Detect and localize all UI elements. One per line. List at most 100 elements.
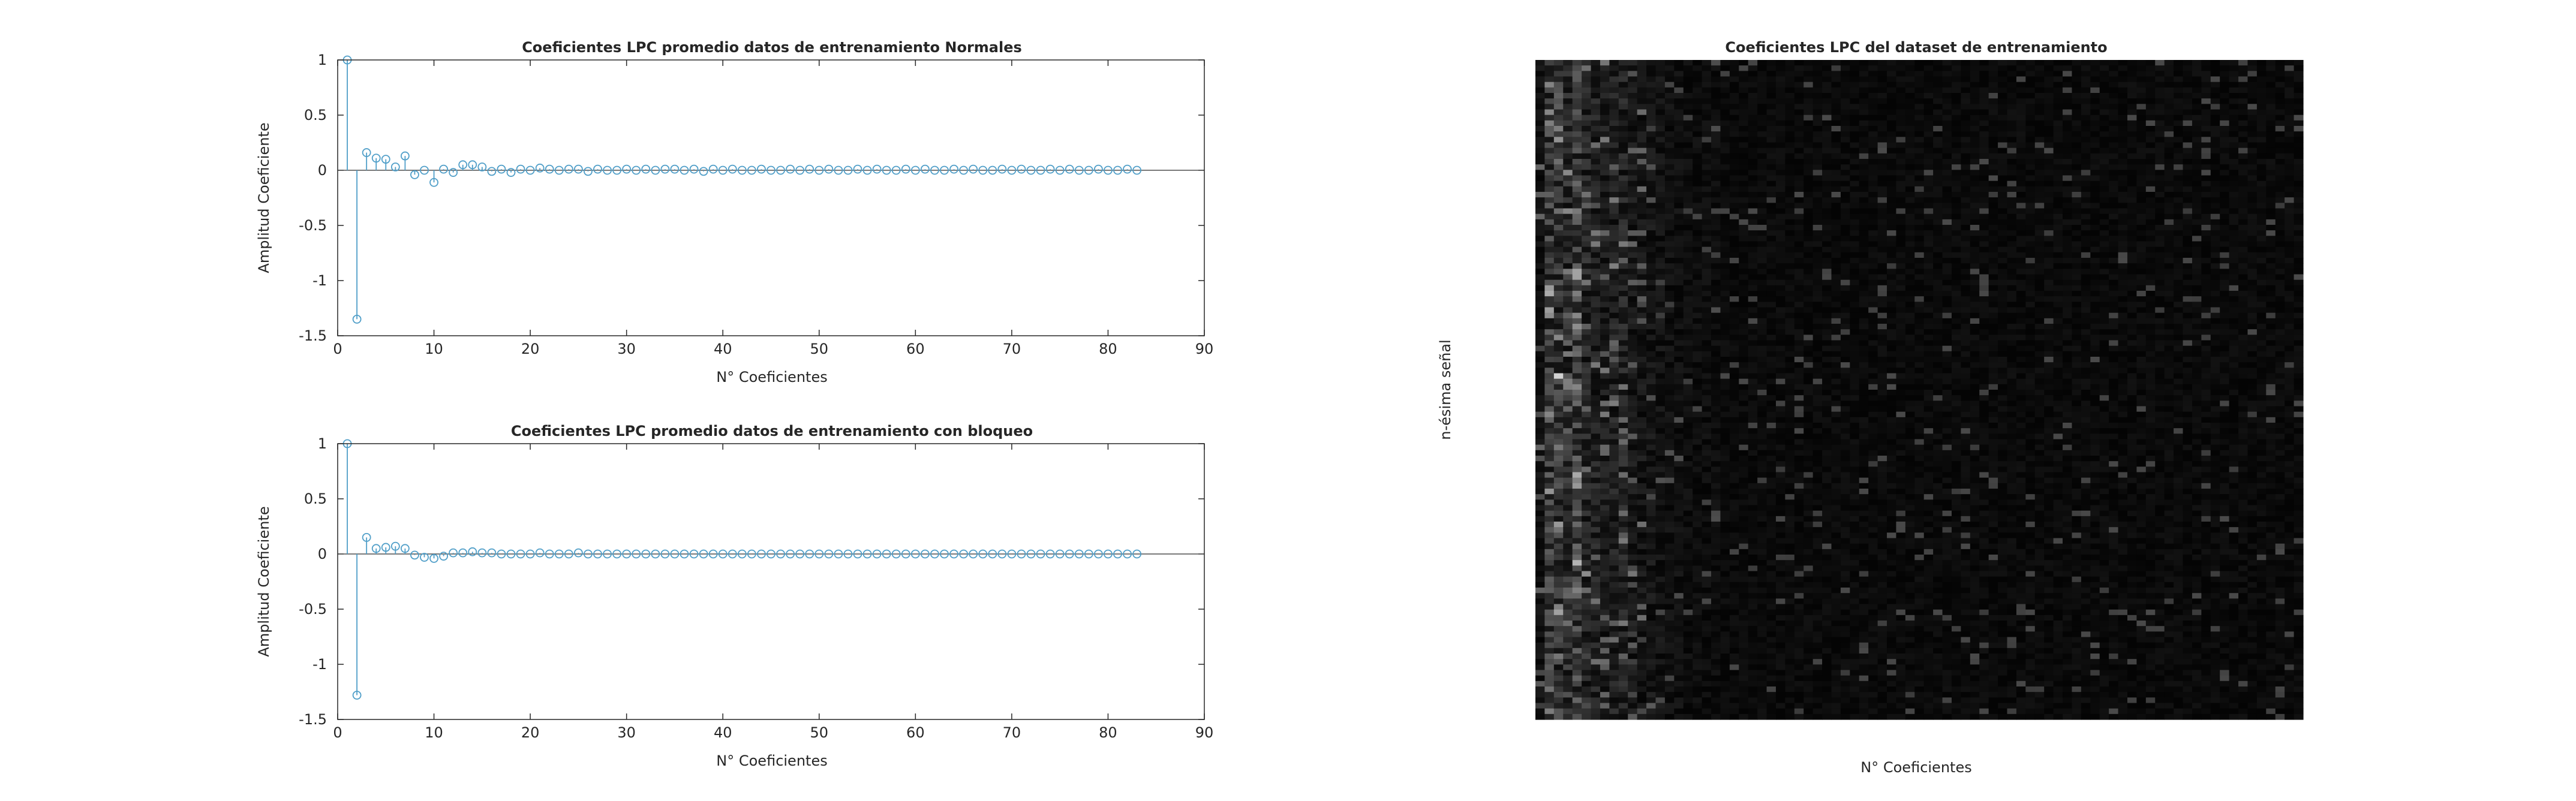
heatmap-cell (1775, 686, 1786, 692)
heatmap-cell (1655, 219, 1666, 225)
heatmap-cell (1711, 258, 1721, 264)
heatmap-cell (1563, 147, 1573, 154)
heatmap-cell (1572, 527, 1582, 533)
heatmap-cell (1812, 609, 1823, 616)
heatmap-cell (1785, 213, 1795, 220)
heatmap-cell (1720, 489, 1730, 495)
heatmap-cell (1766, 664, 1777, 671)
heatmap-cell (1674, 82, 1684, 88)
heatmap-cell (1637, 109, 1647, 116)
heatmap-cell (1720, 433, 1730, 440)
heatmap-cell (1729, 648, 1739, 654)
heatmap-cell (1609, 252, 1619, 258)
heatmap-cell (1748, 680, 1758, 687)
heatmap-cell (1739, 686, 1749, 692)
heatmap-cell (1674, 312, 1684, 319)
heatmap-cell (1553, 324, 1564, 330)
heatmap-cell (1572, 626, 1582, 632)
heatmap-cell (1572, 115, 1582, 121)
heatmap-cell (1794, 345, 1804, 352)
heatmap-cell (1674, 395, 1684, 401)
heatmap-cell (1785, 439, 1795, 445)
heatmap-cell (1664, 329, 1675, 335)
heatmap-cell (1840, 505, 1850, 511)
heatmap-cell (1794, 236, 1804, 242)
heatmap-cell (1693, 142, 1703, 149)
heatmap-cell (1831, 241, 1841, 248)
heatmap-cell (1757, 555, 1768, 561)
x-tick-label: 40 (714, 341, 732, 357)
heatmap-cell (1572, 466, 1582, 473)
heatmap-cell (1683, 192, 1693, 198)
heatmap-cell (1785, 362, 1795, 368)
heatmap-cell (1553, 516, 1564, 522)
heatmap-cell (1637, 351, 1647, 357)
heatmap-cell (1803, 428, 1814, 434)
heatmap-cell (1591, 82, 1601, 88)
heatmap-cell (1674, 456, 1684, 462)
heatmap-cell (1729, 142, 1739, 149)
heatmap-cell (1859, 384, 1869, 390)
heatmap-cell (1803, 680, 1814, 687)
heatmap-cell (1702, 494, 1712, 500)
heatmap-cell (1766, 615, 1777, 621)
x-tick-labels: 0 10 20 30 40 50 60 70 80 90 (333, 444, 1213, 741)
heatmap-cell (1877, 82, 1887, 88)
heatmap-cell (1637, 423, 1647, 429)
heatmap-cell (1553, 499, 1564, 506)
heatmap-cell (1572, 390, 1582, 396)
heatmap-cell (1664, 571, 1675, 577)
heatmap-cell (1600, 680, 1610, 687)
heatmap-cell (1711, 82, 1721, 88)
heatmap-cell (1655, 395, 1666, 401)
heatmap-cell (1535, 362, 1546, 368)
heatmap-cell (1535, 219, 1546, 225)
heatmap-cell (1831, 318, 1841, 324)
heatmap-cell (1628, 335, 1638, 341)
heatmap-cell (1693, 93, 1703, 99)
heatmap-cell (1683, 104, 1693, 110)
heatmap-cell (1553, 142, 1564, 149)
heatmap-cell (1868, 631, 1878, 638)
heatmap-cell (1794, 654, 1804, 660)
heatmap-cell (1803, 648, 1814, 654)
stem-marker (795, 549, 805, 559)
heatmap-cell (1664, 82, 1675, 88)
heatmap-cell (1600, 180, 1610, 187)
heatmap-cell (1544, 543, 1555, 550)
heatmap-cell (1812, 170, 1823, 176)
y-tick-label: 1 (318, 52, 327, 68)
heatmap-cell (1850, 461, 1860, 467)
x-tick-label: 50 (810, 341, 829, 357)
heatmap-cell (1775, 489, 1786, 495)
heatmap-cell (1775, 318, 1786, 324)
heatmap-cell (1720, 439, 1730, 445)
heatmap-cell (1711, 582, 1721, 588)
heatmap-cell (1775, 680, 1786, 687)
heatmap-cell (1850, 626, 1860, 632)
heatmap-cell (1729, 192, 1739, 198)
y-tick-label: 0 (318, 162, 327, 179)
heatmap-cell (1683, 543, 1693, 550)
heatmap-cell (1572, 175, 1582, 182)
heatmap-cell (1775, 241, 1786, 248)
heatmap-cell (1646, 654, 1657, 660)
heatmap-cell (1582, 357, 1592, 363)
heatmap-cell (1775, 373, 1786, 380)
heatmap-cell (1840, 219, 1850, 225)
heatmap-cell (1600, 439, 1610, 445)
heatmap-cell (1850, 378, 1860, 385)
heatmap-cell (1785, 147, 1795, 154)
heatmap-cell (1775, 588, 1786, 594)
heatmap-cell (1618, 115, 1628, 121)
heatmap-cell (1720, 477, 1730, 484)
heatmap-cell (1831, 186, 1841, 192)
heatmap-cell (1609, 384, 1619, 390)
heatmap-cell (1693, 522, 1703, 528)
heatmap-cell (1572, 164, 1582, 170)
heatmap-cell (1628, 472, 1638, 478)
stem-marker (901, 164, 910, 174)
heatmap-cell (1757, 680, 1768, 687)
heatmap-cell (1628, 582, 1638, 588)
heatmap-cell (1655, 576, 1666, 583)
